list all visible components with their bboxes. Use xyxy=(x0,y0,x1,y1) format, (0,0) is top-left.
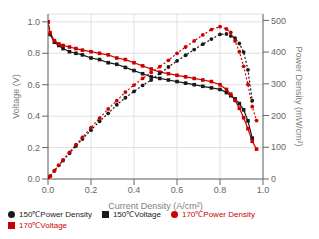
html-text:150℃Voltage: 150℃Voltage xyxy=(112,210,161,219)
svg-text:0: 0 xyxy=(271,174,276,184)
svg-text:0.4: 0.4 xyxy=(27,111,40,121)
svg-text:300: 300 xyxy=(271,79,286,89)
svg-text:100: 100 xyxy=(271,142,286,152)
svg-text:0.0: 0.0 xyxy=(42,185,55,195)
svg-text:0.4: 0.4 xyxy=(128,185,141,195)
svg-text:0.8: 0.8 xyxy=(214,185,227,195)
svg-text:0.0: 0.0 xyxy=(27,174,40,184)
svg-text:0.2: 0.2 xyxy=(85,185,98,195)
svg-text:1.0: 1.0 xyxy=(257,185,270,195)
svg-text:1.0: 1.0 xyxy=(27,17,40,27)
svg-text:0.2: 0.2 xyxy=(27,143,40,153)
html-text:150℃Power Density: 150℃Power Density xyxy=(19,210,92,219)
svg-text:400: 400 xyxy=(271,47,286,57)
svg-text:Voltage (V): Voltage (V) xyxy=(11,74,21,119)
svg-text:0.6: 0.6 xyxy=(27,80,40,90)
svg-text:200: 200 xyxy=(271,111,286,121)
html-text:170℃Voltage: 170℃Voltage xyxy=(19,221,67,230)
svg-text:500: 500 xyxy=(271,16,286,26)
html-text:170℃Power Density: 170℃Power Density xyxy=(182,210,255,219)
svg-text:Power Density (mW/cm²): Power Density (mW/cm²) xyxy=(294,46,304,146)
svg-text:Current Density (A/cm²): Current Density (A/cm²) xyxy=(108,201,203,211)
svg-text:0.8: 0.8 xyxy=(27,48,40,58)
svg-text:0.6: 0.6 xyxy=(171,185,184,195)
